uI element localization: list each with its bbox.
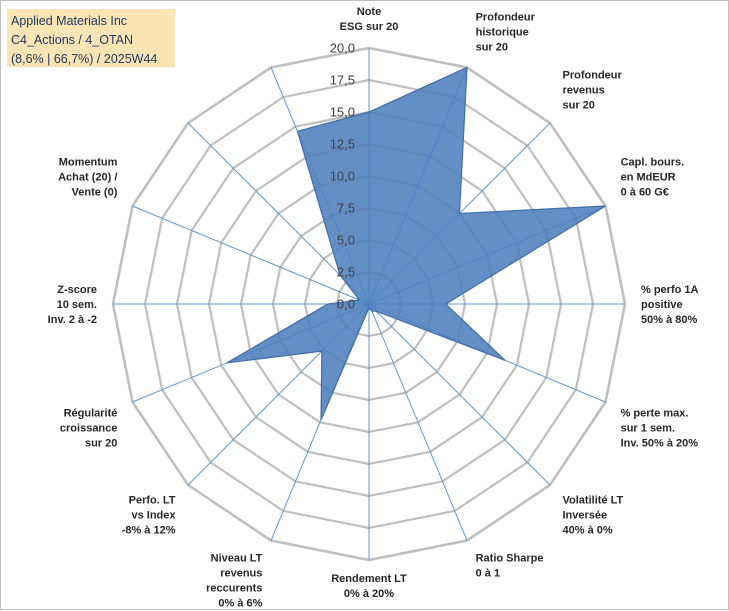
axis-label-line: sur 1 sem. (621, 423, 675, 435)
axis-label-line: Note (357, 6, 381, 18)
axis-label-line: 40% à 0% (563, 525, 613, 537)
axis-label-line: -8% à 12% (122, 525, 176, 537)
axis-label-line: positive (641, 299, 683, 311)
axis-label-line: revenus (220, 568, 262, 580)
axis-label-line: 0% à 6% (218, 598, 262, 610)
axis-label-13: Momentum Achat (20) / Vente (0) (58, 156, 118, 198)
axis-label-line: sur 20 (85, 438, 117, 450)
tick-label-0: 0,0 (337, 297, 355, 312)
axis-label-line: Profondeur (476, 11, 536, 23)
axis-label-line: Ratio Sharpe (476, 553, 544, 565)
tick-label-1: 2,5 (337, 265, 355, 280)
axis-label-line: Capl. bours. (621, 156, 685, 168)
axis-label-7: Ratio Sharpe 0 à 1 (476, 553, 544, 580)
axis-label-line: croissance (60, 423, 117, 435)
chart-title-box: Applied Materials Inc C4_Actions / 4_OTA… (7, 9, 175, 67)
axis-label-2: Profondeur revenus sur 20 (563, 70, 623, 112)
tick-label-8: 20,0 (330, 41, 355, 56)
axis-label-1: Profondeur historique sur 20 (476, 11, 536, 53)
axis-label-line: sur 20 (476, 41, 508, 53)
tick-label-4: 10,0 (330, 169, 355, 184)
axis-label-line: % perte max. (621, 408, 689, 420)
axis-label-line: 0% à 20% (344, 588, 394, 600)
axis-label-10: Perfo. LT vs Index -8% à 12% (122, 495, 177, 537)
axis-label-line: Inv. 2 à -2 (48, 314, 97, 326)
axis-label-4: % perfo 1A positive 50% à 80% (641, 284, 699, 326)
axis-label-line: Profondeur (563, 70, 623, 82)
axis-label-line: reccurents (206, 583, 262, 595)
axis-label-line: en MdEUR (621, 171, 676, 183)
axis-label-line: % perfo 1A (641, 284, 699, 296)
axis-label-line: Momentum (59, 156, 118, 168)
tick-label-6: 15,0 (330, 105, 355, 120)
axis-label-3: Capl. bours. en MdEUR 0 à 60 G€ (621, 156, 685, 198)
axis-label-5: % perte max. sur 1 sem. Inv. 50% à 20% (621, 408, 699, 450)
axis-label-line: Inv. 50% à 20% (621, 438, 699, 450)
chart-title: Applied Materials Inc (11, 12, 175, 31)
axis-label-6: Volatilité LT Inversée 40% à 0% (563, 495, 624, 537)
axis-label-line: 0 à 60 G€ (621, 186, 669, 198)
axis-label-9: Niveau LT revenus reccurents 0% à 6% (206, 553, 263, 610)
axis-label-0: Note ESG sur 20 (340, 6, 399, 33)
tick-label-7: 17,5 (330, 73, 355, 88)
axis-label-12: Z-score 10 sem. Inv. 2 à -2 (48, 284, 97, 326)
tick-label-2: 5,0 (337, 233, 355, 248)
tick-label-3: 7,5 (337, 201, 355, 216)
axis-label-line: 50% à 80% (641, 314, 697, 326)
axis-label-line: Rendement LT (331, 573, 407, 585)
axis-label-line: Régularité (64, 408, 118, 420)
axis-label-line: sur 20 (563, 100, 595, 112)
chart-score-line: (8,6% | 66,7%) / 2025W44 (11, 50, 175, 69)
axis-label-line: 10 sem. (57, 299, 97, 311)
tick-label-5: 12,5 (330, 137, 355, 152)
axis-label-line: vs Index (131, 510, 176, 522)
axis-label-line: 0 à 1 (476, 568, 500, 580)
axis-label-line: Perfo. LT (129, 495, 176, 507)
axis-label-line: revenus (563, 85, 605, 97)
axis-label-line: Z-score (57, 284, 97, 296)
axis-label-11: Régularité croissance sur 20 (60, 408, 117, 450)
radial-tick-labels: 0,0 2,5 5,0 7,5 10,0 12,5 15,0 17,5 20,0 (330, 41, 355, 312)
axis-label-line: ESG sur 20 (340, 21, 399, 33)
axis-label-line: Vente (0) (72, 186, 118, 198)
axis-label-8: Rendement LT 0% à 20% (331, 573, 407, 600)
axis-label-line: historique (476, 26, 529, 38)
axis-label-line: Achat (20) / (58, 171, 117, 183)
chart-subtitle: C4_Actions / 4_OTAN (11, 31, 175, 50)
axis-label-line: Volatilité LT (563, 495, 624, 507)
axis-label-line: Inversée (563, 510, 608, 522)
axis-label-line: Niveau LT (211, 553, 263, 565)
